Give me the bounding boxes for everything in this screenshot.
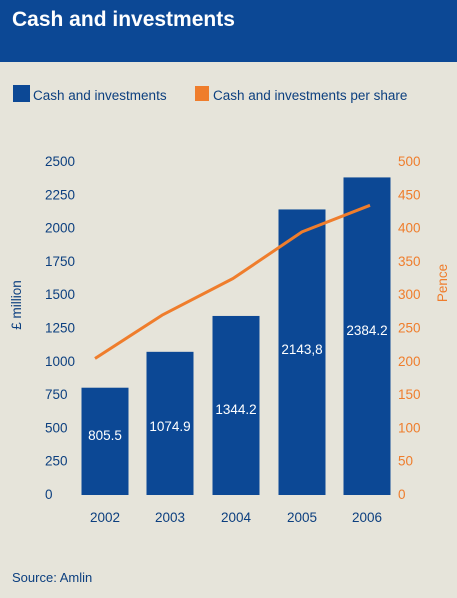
chart: Cash and investments Cash and investment… (9, 85, 450, 525)
left-axis: 0 250 500 750 1000 1250 1500 1750 2000 2250 2500 (45, 154, 75, 502)
y-tick-label-left: 750 (45, 387, 68, 402)
y-tick-label-left: 1500 (45, 287, 75, 302)
y-tick-label-left: 1750 (45, 254, 75, 269)
y-tick-label-left: 0 (45, 487, 53, 502)
y-tick-label-right: 100 (398, 420, 421, 435)
y-tick-label-left: 2000 (45, 221, 75, 236)
bar (278, 209, 326, 495)
header-bar: Cash and investments (0, 0, 457, 62)
bar (146, 351, 194, 495)
bar (343, 177, 391, 495)
bar-value-label: 1074.9 (149, 419, 190, 434)
y-tick-label-right: 250 (398, 321, 421, 336)
x-tick-label: 2006 (352, 510, 382, 525)
bar-series: 805.5 1074.9 1344.2 2143,8 2384.2 (81, 177, 391, 495)
y-axis-label-right: Pence (435, 264, 450, 302)
legend-label-line: Cash and investments per share (213, 88, 407, 103)
bar-value-label: 2384.2 (346, 323, 387, 338)
chart-title: Cash and investments (12, 8, 235, 31)
y-tick-label-left: 2500 (45, 154, 75, 169)
y-tick-label-right: 150 (398, 387, 421, 402)
y-tick-label-right: 200 (398, 354, 421, 369)
y-tick-label-left: 500 (45, 420, 68, 435)
bar-value-label: 1344.2 (215, 402, 256, 417)
y-axis-label-left: £ million (9, 280, 24, 330)
y-tick-label-left: 250 (45, 454, 68, 469)
x-tick-label: 2005 (287, 510, 317, 525)
bar-value-label: 805.5 (88, 428, 122, 443)
y-tick-label-right: 50 (398, 454, 413, 469)
bar (81, 387, 129, 495)
source-note: Source: Amlin (12, 570, 93, 585)
bar-value-label: 2143,8 (281, 342, 322, 357)
bar (212, 315, 260, 495)
y-tick-label-left: 1250 (45, 321, 75, 336)
legend-swatch-bar (13, 85, 30, 102)
legend-swatch-line (195, 86, 209, 101)
x-tick-label: 2003 (155, 510, 185, 525)
right-axis: 0 50 100 150 200 250 300 350 400 450 500 (398, 154, 421, 502)
line-series-path (94, 203, 371, 360)
legend-label-bar: Cash and investments (33, 88, 167, 103)
y-tick-label-right: 350 (398, 254, 421, 269)
y-tick-label-left: 2250 (45, 187, 75, 202)
y-tick-label-right: 400 (398, 221, 421, 236)
y-tick-label-left: 1000 (45, 354, 75, 369)
y-tick-label-right: 0 (398, 487, 406, 502)
legend: Cash and investments Cash and investment… (13, 85, 407, 103)
y-tick-label-right: 500 (398, 154, 421, 169)
x-tick-label: 2004 (221, 510, 252, 525)
x-axis: 2002 2003 2004 2005 2006 (90, 510, 382, 525)
y-tick-label-right: 300 (398, 287, 421, 302)
y-tick-label-right: 450 (398, 187, 421, 202)
x-tick-label: 2002 (90, 510, 120, 525)
line-series (94, 203, 371, 360)
